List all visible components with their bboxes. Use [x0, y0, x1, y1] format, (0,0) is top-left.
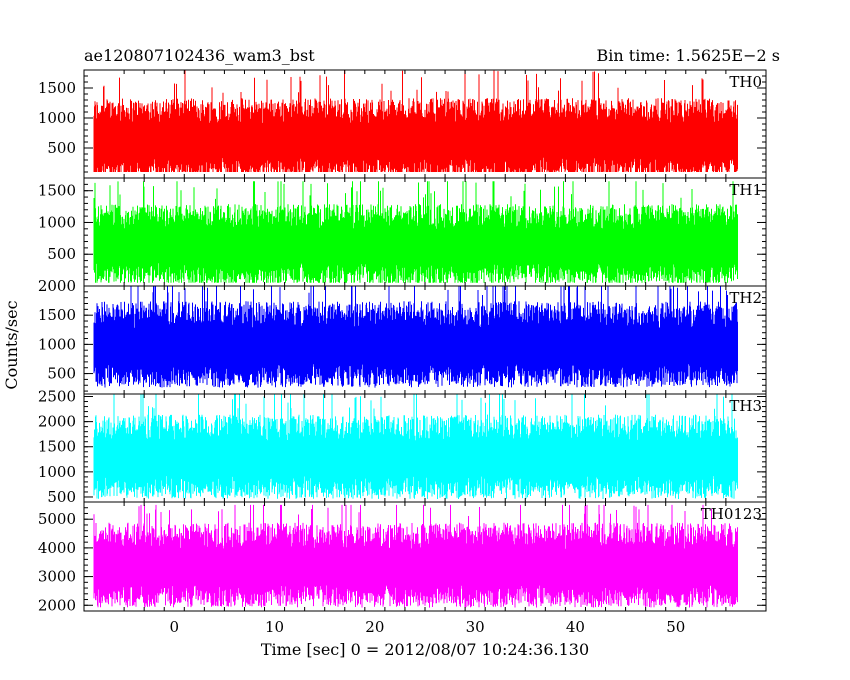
chart-title-left: ae120807102436_wam3_bst: [84, 46, 315, 65]
panel-label: TH1: [729, 181, 762, 199]
y-tick-label: 2000: [38, 277, 76, 295]
panel-th0123: 2000 3000 4000 5000 TH0123: [38, 501, 767, 614]
panel-label: TH2: [729, 289, 762, 307]
panel-label: TH0123: [701, 505, 762, 523]
series-th3: [93, 394, 738, 499]
y-tick-label: 2000: [38, 413, 76, 431]
series-th0123: [93, 504, 738, 608]
chart-title-right: Bin time: 1.5625E−2 s: [597, 46, 780, 65]
x-axis-label: Time [sec] 0 = 2012/08/07 10:24:36.130: [261, 640, 589, 659]
x-axis: 0 10 20 30 40 50: [169, 618, 685, 636]
y-tick-label: 5000: [38, 510, 76, 528]
y-tick-label: 1000: [38, 463, 76, 481]
y-tick-label: 1500: [38, 79, 76, 97]
y-tick-label: 2500: [38, 388, 76, 406]
y-tick-label: 500: [47, 365, 76, 383]
x-tick-label: 20: [365, 618, 384, 636]
y-tick-label: 1000: [38, 335, 76, 353]
chart-panels: 500 1000 1500 TH0 500 1000 1500 TH1 500 1000 1500 2…: [38, 69, 767, 614]
y-axis-label: Counts/sec: [2, 300, 21, 389]
x-tick-label: 30: [466, 618, 485, 636]
panel-label: TH3: [729, 397, 762, 415]
panel-label: TH0: [729, 73, 762, 91]
series-th2: [93, 286, 738, 388]
panel-th0: 500 1000 1500 TH0: [38, 69, 767, 179]
y-tick-label: 4000: [38, 539, 76, 557]
y-tick-label: 500: [47, 139, 76, 157]
x-tick-label: 50: [666, 618, 685, 636]
y-tick-label: 1000: [38, 213, 76, 231]
y-tick-label: 3000: [38, 568, 76, 586]
y-tick-label: 2000: [38, 596, 76, 614]
y-tick-label: 500: [47, 488, 76, 506]
y-tick-label: 500: [47, 245, 76, 263]
y-tick-label: 1500: [38, 182, 76, 200]
x-tick-label: 10: [265, 618, 284, 636]
series-th1: [93, 181, 738, 283]
panel-th3: 500 1000 1500 2000 2500 TH3: [38, 388, 767, 506]
panel-th1: 500 1000 1500 TH1: [38, 177, 767, 287]
x-tick-label: 40: [566, 618, 585, 636]
y-tick-label: 1000: [38, 109, 76, 127]
series-th0: [93, 70, 738, 172]
y-tick-label: 1500: [38, 306, 76, 324]
panel-th2: 500 1000 1500 2000 TH2: [38, 277, 767, 395]
y-tick-label: 1500: [38, 438, 76, 456]
x-tick-label: 0: [169, 618, 179, 636]
